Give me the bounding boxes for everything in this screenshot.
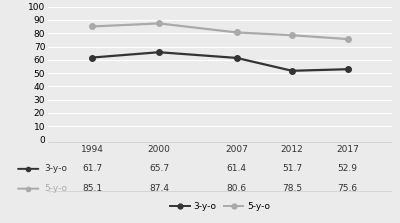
Text: 2007: 2007 — [225, 145, 248, 154]
Text: 61.7: 61.7 — [82, 164, 102, 173]
Text: 5-y-o: 5-y-o — [44, 184, 68, 193]
Text: 3-y-o: 3-y-o — [44, 164, 68, 173]
Legend: 3-y-o, 5-y-o: 3-y-o, 5-y-o — [166, 199, 274, 215]
Text: 52.9: 52.9 — [338, 164, 358, 173]
Text: 78.5: 78.5 — [282, 184, 302, 193]
Text: 2000: 2000 — [148, 145, 170, 154]
Text: 51.7: 51.7 — [282, 164, 302, 173]
Text: 80.6: 80.6 — [226, 184, 247, 193]
Text: 75.6: 75.6 — [338, 184, 358, 193]
Text: 85.1: 85.1 — [82, 184, 102, 193]
Text: 2012: 2012 — [281, 145, 304, 154]
Text: 1994: 1994 — [81, 145, 104, 154]
Text: 65.7: 65.7 — [149, 164, 169, 173]
Text: 87.4: 87.4 — [149, 184, 169, 193]
Text: 61.4: 61.4 — [227, 164, 247, 173]
Text: 2017: 2017 — [336, 145, 359, 154]
